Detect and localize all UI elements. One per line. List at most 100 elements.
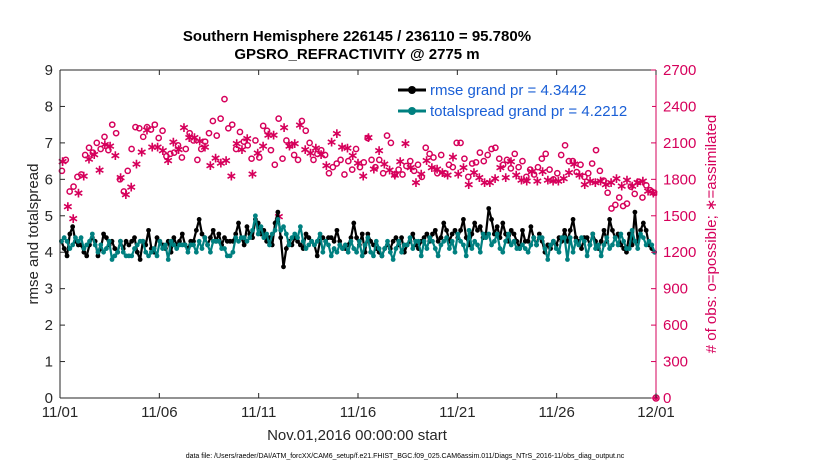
obs-possible-point bbox=[581, 173, 588, 181]
rmse-point bbox=[314, 253, 320, 259]
totalspread-point bbox=[314, 238, 320, 244]
obs-possible-point bbox=[306, 139, 313, 147]
obs-assimilated-point: ∗ bbox=[204, 158, 216, 174]
obs-possible-point bbox=[89, 149, 97, 156]
totalspread-point bbox=[98, 242, 104, 248]
chart-title: Southern Hemisphere 226145 / 236110 = 95… bbox=[183, 28, 531, 45]
rmse-point bbox=[444, 227, 449, 233]
obs-assimilated-point: ∗ bbox=[157, 143, 169, 159]
y-tick-label-left: 3 bbox=[45, 281, 53, 298]
obs-possible-point bbox=[77, 171, 85, 178]
obs-possible-point bbox=[159, 127, 166, 135]
obs-assimilated-point: ∗ bbox=[152, 140, 164, 156]
rmse-point bbox=[640, 220, 646, 226]
totalspread-point bbox=[278, 227, 284, 233]
y-tick-label-right: 2100 bbox=[663, 135, 696, 152]
obs-possible-point bbox=[151, 121, 159, 129]
totalspread-point bbox=[331, 246, 337, 251]
rmse-point bbox=[275, 209, 281, 215]
totalspread-point bbox=[154, 253, 160, 259]
obs-assimilated-point: ∗ bbox=[405, 160, 417, 176]
totalspread-point bbox=[607, 246, 613, 251]
obs-assimilated-point: ∗ bbox=[99, 137, 111, 153]
obs-assimilated-point: ∗ bbox=[568, 157, 580, 173]
obs-possible-point bbox=[132, 123, 139, 131]
rmse-point bbox=[61, 246, 67, 251]
legend-rmse-marker bbox=[408, 86, 416, 94]
obs-assimilated-point: ∗ bbox=[584, 174, 596, 190]
rmse-point bbox=[210, 227, 216, 233]
obs-assimilated-point: ∗ bbox=[320, 158, 332, 174]
rmse-point bbox=[146, 227, 151, 233]
rmse-point bbox=[477, 224, 483, 230]
totalspread-point bbox=[233, 235, 239, 241]
totalspread-point bbox=[573, 238, 579, 244]
obs-possible-point bbox=[495, 155, 503, 163]
obs-assimilated-point: ∗ bbox=[647, 186, 659, 202]
totalspread-point bbox=[421, 238, 427, 244]
totalspread-point bbox=[112, 253, 118, 259]
totalspread-point bbox=[272, 227, 278, 233]
obs-possible-point bbox=[433, 169, 441, 177]
rmse-point bbox=[67, 231, 73, 237]
obs-assimilated-point: ∗ bbox=[252, 146, 264, 162]
rmse-point bbox=[520, 227, 525, 233]
rmse-point bbox=[511, 231, 517, 237]
totalspread-point bbox=[247, 235, 253, 241]
rmse-point bbox=[601, 227, 607, 233]
obs-possible-point bbox=[623, 200, 631, 207]
y-tick-label-right: 2400 bbox=[663, 98, 696, 115]
totalspread-point bbox=[435, 253, 441, 259]
totalspread-point bbox=[196, 238, 202, 244]
obs-possible-point bbox=[58, 167, 66, 175]
obs-possible-point bbox=[275, 115, 283, 122]
totalspread-point bbox=[548, 242, 553, 248]
obs-assimilated-point: ∗ bbox=[489, 171, 501, 187]
obs-possible-point bbox=[600, 177, 608, 184]
legend-spread-marker bbox=[408, 107, 416, 115]
obs-assimilated-point: ∗ bbox=[421, 153, 433, 169]
obs-possible-point bbox=[209, 117, 217, 125]
totalspread-point bbox=[430, 238, 435, 244]
obs-possible-point bbox=[608, 205, 615, 212]
totalspread-point bbox=[376, 246, 382, 251]
rmse-point bbox=[222, 235, 227, 241]
rmse-point bbox=[486, 206, 492, 211]
obs-assimilated-point: ∗ bbox=[125, 180, 137, 196]
rmse-point bbox=[348, 235, 354, 241]
rmse-point bbox=[132, 235, 137, 241]
obs-assimilated-point: ∗ bbox=[368, 161, 380, 177]
totalspread-point bbox=[601, 242, 607, 248]
rmse-point bbox=[126, 242, 132, 248]
totalspread-point bbox=[635, 246, 641, 251]
obs-assimilated-point: ∗ bbox=[531, 174, 543, 190]
totalspread-point bbox=[427, 235, 433, 241]
x-axis-label: Nov.01,2016 00:00:00 start bbox=[267, 427, 448, 444]
x-tick-label: 12/01 bbox=[637, 404, 675, 421]
obs-possible-point bbox=[534, 163, 542, 171]
obs-possible-point bbox=[573, 168, 581, 176]
rmse-point bbox=[494, 224, 500, 230]
rmse-point bbox=[244, 224, 250, 230]
obs-possible-point bbox=[294, 156, 302, 164]
rmse-point bbox=[123, 238, 129, 244]
y-tick-label-left: 9 bbox=[45, 62, 53, 79]
obs-assimilated-point: ∗ bbox=[521, 174, 533, 190]
totalspread-point bbox=[168, 238, 174, 244]
rmse-point bbox=[528, 224, 534, 230]
obs-assimilated-point: ∗ bbox=[331, 126, 343, 142]
obs-possible-point bbox=[604, 189, 611, 197]
obs-possible-point bbox=[441, 169, 449, 177]
rmse-point bbox=[278, 235, 284, 241]
rmse-point bbox=[328, 235, 334, 241]
totalspread-point bbox=[261, 235, 267, 241]
obs-assimilated-point: ∗ bbox=[168, 135, 180, 151]
totalspread-point bbox=[432, 246, 438, 251]
totalspread-point bbox=[491, 238, 497, 244]
obs-possible-point bbox=[217, 115, 224, 122]
totalspread-point bbox=[317, 231, 323, 237]
obs-assimilated-point: ∗ bbox=[352, 155, 364, 171]
obs-possible-point bbox=[449, 163, 457, 171]
rmse-point bbox=[281, 264, 286, 270]
obs-possible-point bbox=[461, 155, 468, 163]
